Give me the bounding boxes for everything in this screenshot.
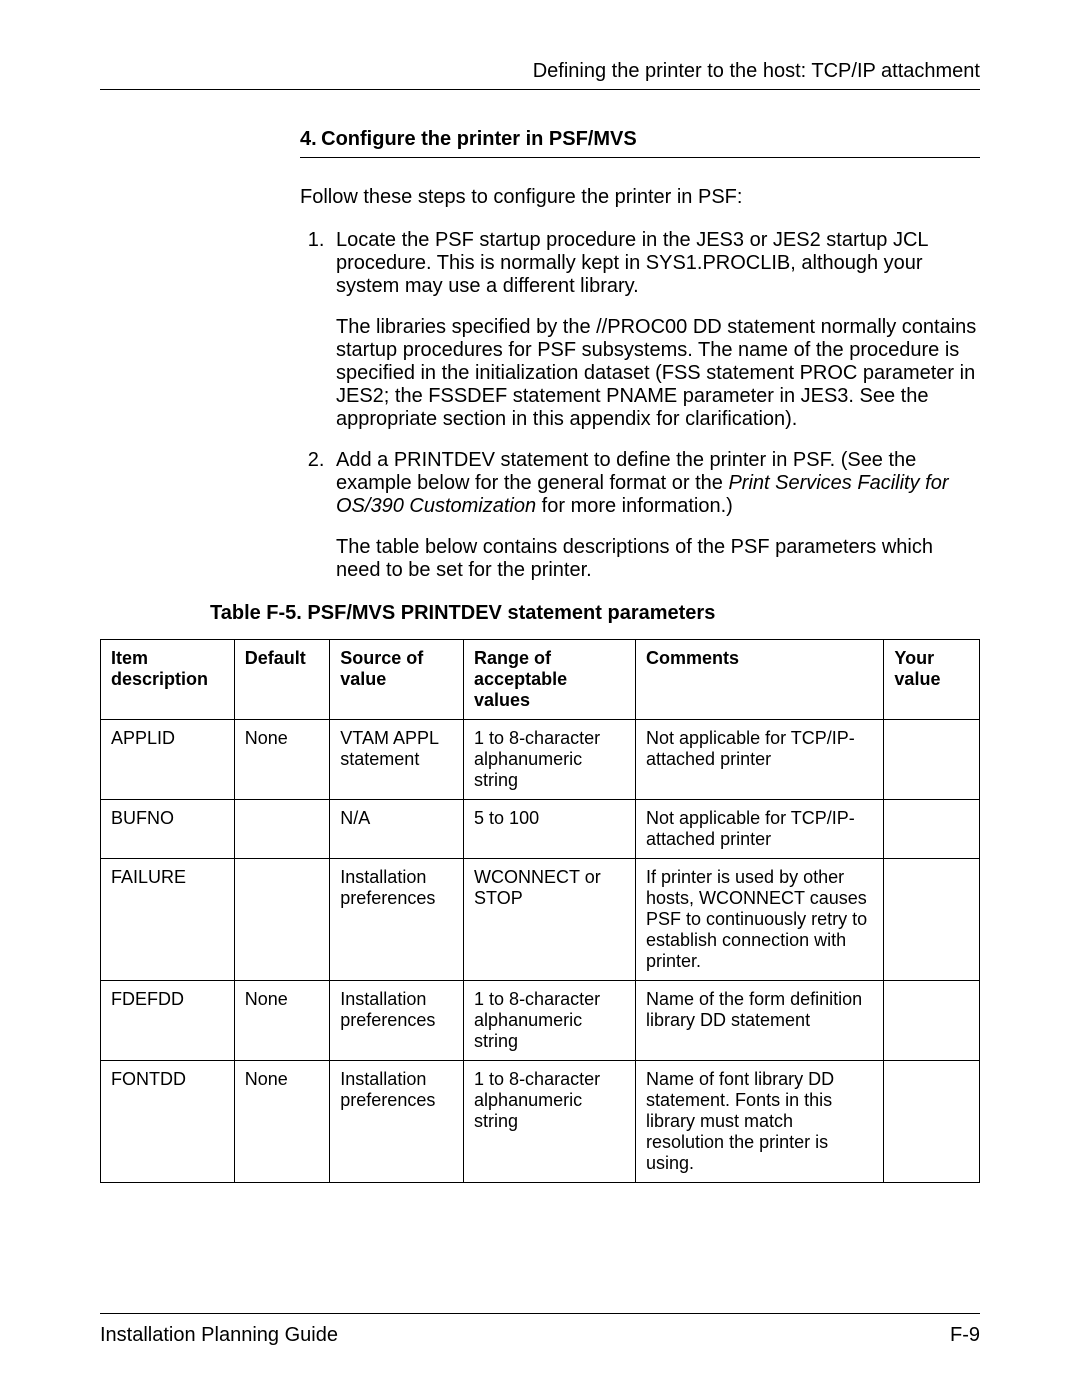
table-row: BUFNO N/A5 to 100Not applicable for TCP/I… [101, 800, 980, 859]
col-header: Your value [884, 640, 980, 720]
table-cell [884, 981, 980, 1061]
footer-left: Installation Planning Guide [100, 1324, 338, 1347]
table-cell: 1 to 8-character alphanumeric string [464, 720, 636, 800]
page: Defining the printer to the host: TCP/IP… [0, 0, 1080, 1397]
table-cell: If printer is used by other hosts, WCONN… [636, 859, 884, 981]
intro-text: Follow these steps to configure the prin… [300, 186, 980, 209]
section-number: 4. [300, 128, 317, 150]
step-para: Locate the PSF startup procedure in the … [336, 229, 980, 298]
step-text: for more information.) [536, 495, 733, 517]
table-cell: Not applicable for TCP/IP-attached print… [636, 800, 884, 859]
col-header: Item description [101, 640, 235, 720]
table-cell [884, 1061, 980, 1183]
running-title: Defining the printer to the host: TCP/IP… [533, 60, 980, 82]
table-row: FDEFDDNoneInstallation preferences1 to 8… [101, 981, 980, 1061]
step-item: Add a PRINTDEV statement to define the p… [330, 449, 980, 582]
table-cell: 5 to 100 [464, 800, 636, 859]
table-cell [884, 800, 980, 859]
steps-list: Locate the PSF startup procedure in the … [300, 229, 980, 582]
table-cell: 1 to 8-character alphanumeric string [464, 1061, 636, 1183]
table-cell [884, 720, 980, 800]
table-cell: None [234, 1061, 330, 1183]
table-row: APPLIDNoneVTAM APPL statement1 to 8-char… [101, 720, 980, 800]
step-para: The libraries specified by the //PROC00 … [336, 316, 980, 431]
table-cell [234, 859, 330, 981]
table-cell [884, 859, 980, 981]
table-cell: BUFNO [101, 800, 235, 859]
footer-right: F-9 [950, 1324, 980, 1347]
table-caption: Table F-5. PSF/MVS PRINTDEV statement pa… [210, 602, 980, 625]
table-cell: None [234, 981, 330, 1061]
page-footer: Installation Planning Guide F-9 [100, 1313, 980, 1347]
table-cell: WCONNECT or STOP [464, 859, 636, 981]
table-cell: Installation preferences [330, 1061, 464, 1183]
table-cell: 1 to 8-character alphanumeric string [464, 981, 636, 1061]
running-header: Defining the printer to the host: TCP/IP… [100, 60, 980, 90]
table-cell: FDEFDD [101, 981, 235, 1061]
table-cell: None [234, 720, 330, 800]
table-header-row: Item description Default Source of value… [101, 640, 980, 720]
table-cell: FAILURE [101, 859, 235, 981]
section-title: Configure the printer in PSF/MVS [321, 128, 637, 150]
table-cell: VTAM APPL statement [330, 720, 464, 800]
params-table: Item description Default Source of value… [100, 639, 980, 1183]
table-cell: Not applicable for TCP/IP-attached print… [636, 720, 884, 800]
step-para: Add a PRINTDEV statement to define the p… [336, 449, 980, 518]
table-cell: Name of the form definition library DD s… [636, 981, 884, 1061]
table-row: FONTDDNoneInstallation preferences1 to 8… [101, 1061, 980, 1183]
table-body: APPLIDNoneVTAM APPL statement1 to 8-char… [101, 720, 980, 1183]
step-item: Locate the PSF startup procedure in the … [330, 229, 980, 431]
table-cell: Installation preferences [330, 859, 464, 981]
table-cell: N/A [330, 800, 464, 859]
table-cell: Installation preferences [330, 981, 464, 1061]
table-cell: Name of font library DD statement. Fonts… [636, 1061, 884, 1183]
step-para: The table below contains descriptions of… [336, 536, 980, 582]
table-cell: FONTDD [101, 1061, 235, 1183]
col-header: Range of acceptable values [464, 640, 636, 720]
table-cell: APPLID [101, 720, 235, 800]
table-cell [234, 800, 330, 859]
col-header: Source of value [330, 640, 464, 720]
col-header: Default [234, 640, 330, 720]
section-heading-row: 4. Configure the printer in PSF/MVS [300, 128, 980, 158]
table-row: FAILURE Installation preferencesWCONNECT … [101, 859, 980, 981]
col-header: Comments [636, 640, 884, 720]
